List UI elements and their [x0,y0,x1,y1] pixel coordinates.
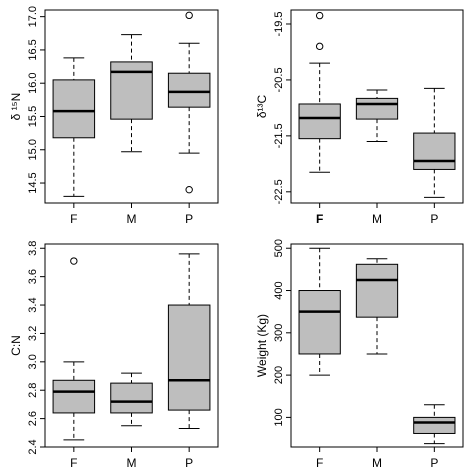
y-tick-label: 15.0 [27,139,39,160]
y-tick-label: 14.5 [27,172,39,193]
x-category-label: M [372,456,382,470]
y-tick-label: 16.5 [27,39,39,60]
y-tick-label: 3.8 [27,241,39,256]
iqr-box [355,263,399,318]
iqr-box [52,79,96,139]
y-axis-label: Weight (Kg) [255,314,269,377]
x-category-label: F [70,212,77,226]
iqr-box [110,61,153,120]
outlier-point [315,42,324,51]
iqr-box [52,379,96,414]
y-tick-label: -21.5 [273,123,285,148]
y-tick-label: 2.8 [27,383,39,398]
box-P [413,404,456,445]
x-category-label: F [70,456,77,470]
x-category-label: F [316,456,323,470]
box-F [52,57,96,197]
y-axis-label: C:N [9,335,23,356]
y-tick-label: 2.6 [27,411,39,426]
iqr-box [298,103,341,140]
box-M [355,89,399,142]
iqr-box [298,290,341,355]
y-tick-label: -19.5 [273,11,285,36]
y-tick-label: 500 [273,239,285,257]
iqr-box [355,97,399,120]
iqr-box [167,304,211,411]
y-tick-label: 400 [273,281,285,299]
chart-panel-1: 14.5 15.0 15.5 16.0 16.5 17.0 δ ¹⁵N F M P [9,6,219,226]
x-category-label: F [316,212,323,226]
iqr-box [413,132,456,170]
chart-panel-2: -22.5 -21.5 -20.5 -19.5 δ¹³C F M P [255,9,464,226]
y-tick-label: 300 [273,324,285,342]
iqr-box [413,416,456,434]
iqr-box [110,382,153,414]
chart-panel-4: 100 200 300 400 500 Weight (Kg) F M P [255,239,464,470]
outlier-point [315,11,324,20]
x-category-label: P [185,456,193,470]
x-category-label: M [372,212,382,226]
x-category-label: P [430,212,438,226]
y-axis-label: δ ¹⁵N [9,93,23,121]
y-tick-label: -22.5 [273,179,285,204]
x-category-label: M [127,456,137,470]
y-axis-label: δ¹³C [255,95,269,119]
iqr-box [167,72,211,108]
y-tick-label: 3.2 [27,326,39,341]
chart-panel-3: 2.4 2.6 2.8 3.0 3.2 3.4 3.6 3.8 C:N F M P [9,241,219,470]
y-tick-label: 3.4 [27,297,39,312]
y-tick-label: 17.0 [27,6,39,27]
y-tick-label: 100 [273,408,285,426]
x-category-label: M [127,212,137,226]
y-tick-label: 3.6 [27,269,39,284]
box-P [167,253,211,430]
y-tick-label: 200 [273,366,285,384]
box-M [110,34,153,153]
x-category-label: P [185,212,193,226]
y-tick-label: 3.0 [27,354,39,369]
y-tick-label: -20.5 [273,67,285,92]
outlier-point [70,257,78,265]
y-tick-label: 15.5 [27,106,39,127]
box-F [298,247,341,376]
box-M [110,372,153,427]
box-F [52,257,96,441]
y-tick-label: 2.4 [27,439,39,454]
box-M [355,258,399,355]
y-tick-label: 16.0 [27,72,39,93]
x-category-label: P [430,456,438,470]
box-P [167,11,211,194]
box-F [298,11,341,173]
outlier-point [185,11,193,20]
box-P [413,87,456,198]
outlier-point [185,185,193,194]
